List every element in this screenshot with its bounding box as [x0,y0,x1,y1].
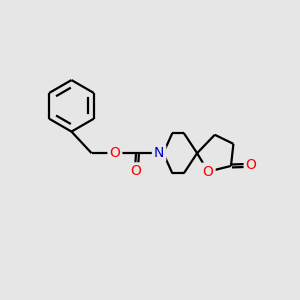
Text: O: O [203,165,214,178]
Text: N: N [154,146,164,160]
Text: O: O [130,164,141,178]
Text: O: O [246,158,256,172]
Text: O: O [110,146,120,160]
